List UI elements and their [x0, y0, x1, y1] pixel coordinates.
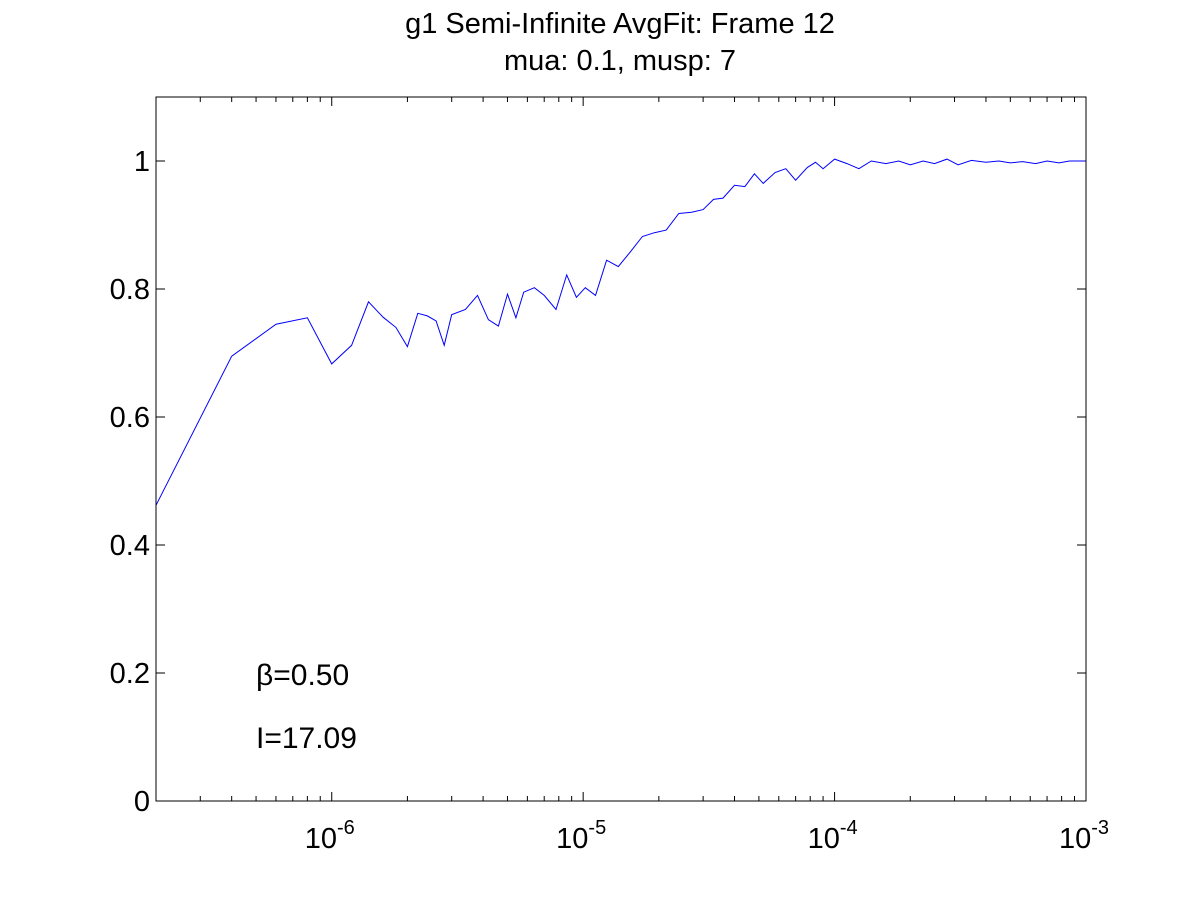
- x-tick-exponent: -4: [840, 817, 858, 839]
- plot-frame: [155, 96, 1087, 802]
- y-tick-label-3: 0.6: [110, 402, 150, 434]
- x-tick-label-2: 10-4: [808, 817, 858, 855]
- x-tick-base: 10: [556, 823, 588, 855]
- x-tick-base: 10: [1059, 823, 1091, 855]
- minor-ticks: [155, 97, 1075, 801]
- beta-symbol: β: [256, 659, 273, 692]
- x-tick-label-0: 10-6: [305, 817, 355, 855]
- x-tick-label-3: 10-3: [1059, 817, 1109, 855]
- y-tick-label-4: 0.8: [110, 274, 150, 306]
- x-tick-labels: 10-6 10-5 10-4 10-3: [305, 817, 1109, 855]
- beta-value: =0.50: [273, 659, 349, 692]
- y-tick-label-0: 0: [134, 786, 150, 818]
- x-tick-label-1: 10-5: [556, 817, 606, 855]
- y-tick-label-2: 0.4: [110, 530, 150, 562]
- x-tick-base: 10: [305, 823, 337, 855]
- x-tick-exponent: -3: [1091, 817, 1109, 839]
- beta-annotation: β=0.50: [256, 659, 349, 692]
- x-tick-exponent: -6: [337, 817, 355, 839]
- intensity-annotation: I=17.09: [256, 722, 357, 755]
- y-tick-label-1: 0.2: [110, 658, 150, 690]
- y-tick-label-5: 1: [134, 146, 150, 178]
- y-tick-labels: 0 0.2 0.4 0.6 0.8 1: [110, 146, 150, 818]
- plot-background: [156, 97, 1086, 801]
- plot-area: [155, 96, 1087, 802]
- chart-subtitle: mua: 0.1, musp: 7: [504, 45, 736, 77]
- x-tick-exponent: -5: [588, 817, 606, 839]
- series-line: [155, 158, 1086, 506]
- x-tick-base: 10: [808, 823, 840, 855]
- chart-title: g1 Semi-Infinite AvgFit: Frame 12: [405, 8, 835, 40]
